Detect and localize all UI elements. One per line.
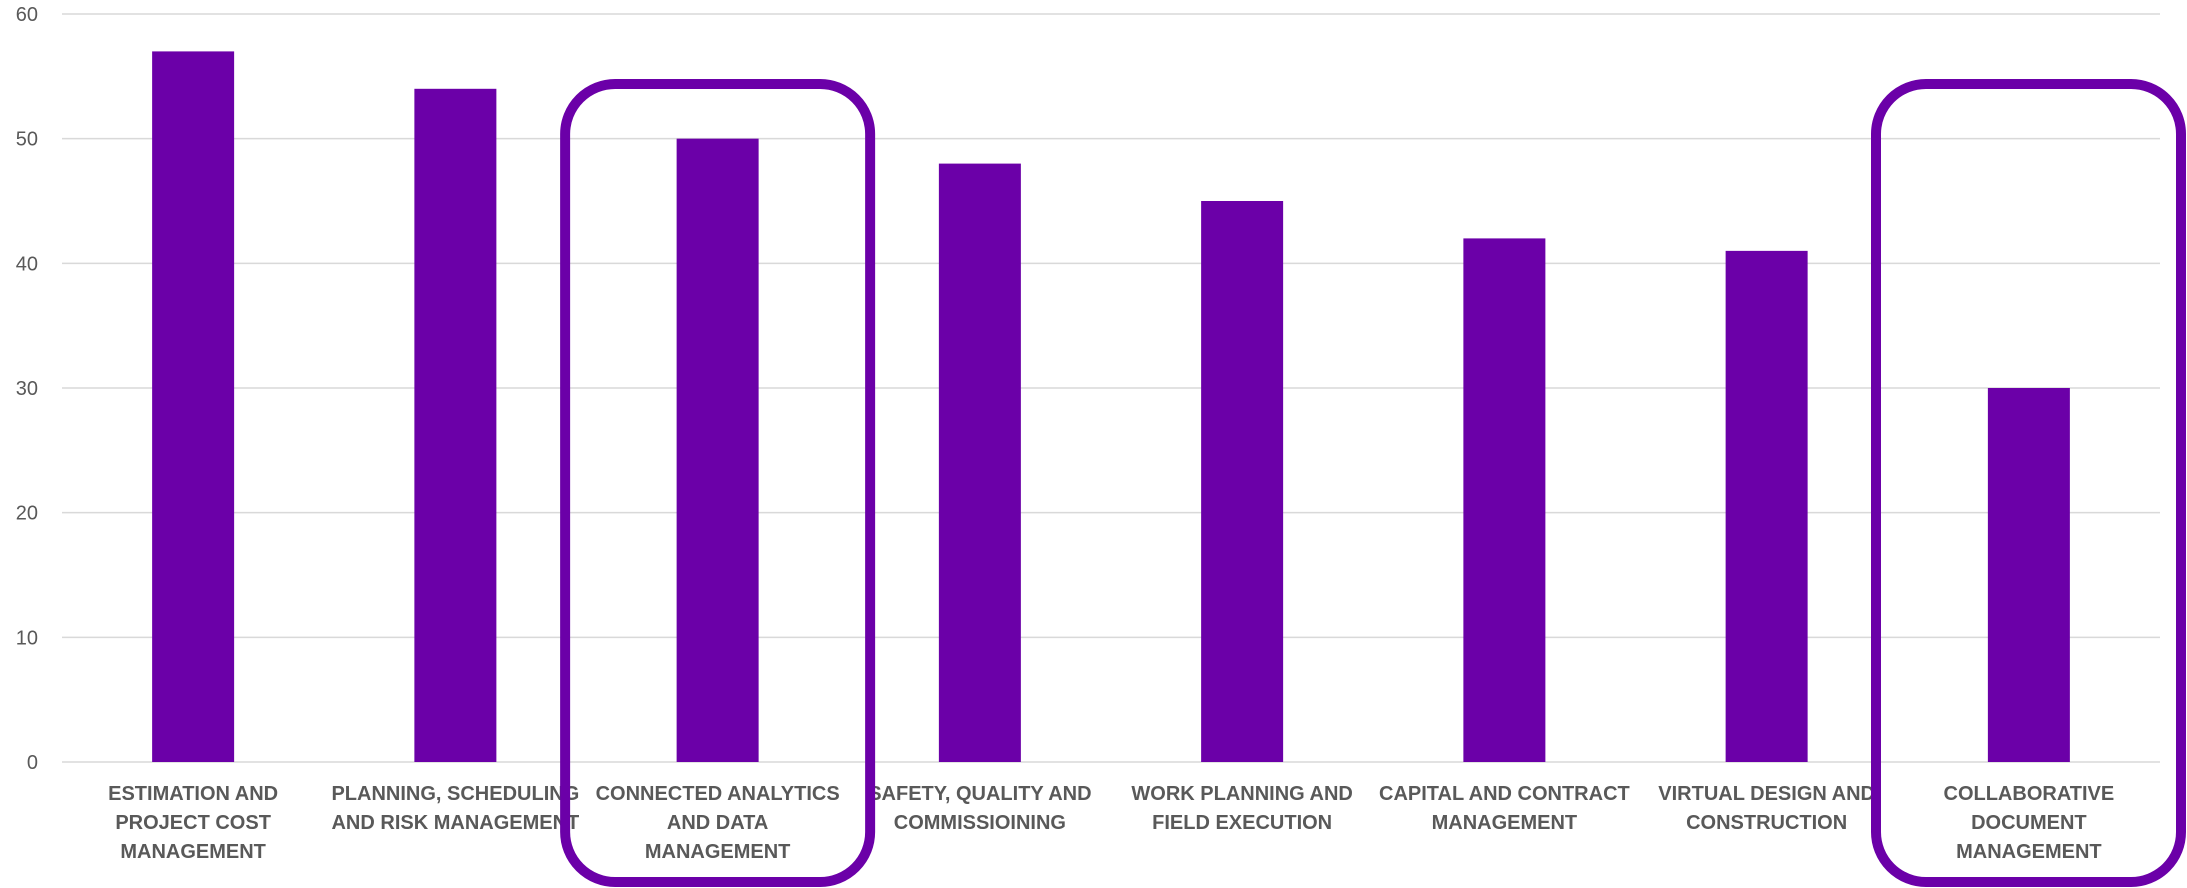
category-label-line: FIELD EXECUTION	[1152, 812, 1332, 834]
category-label: COLLABORATIVE DOCUMENT MANAGEMENT	[1944, 783, 2115, 863]
bar-2	[414, 88, 497, 763]
category-label-line: PROJECT COST	[115, 812, 271, 834]
category-label-line: DOCUMENT	[1971, 812, 2087, 834]
category-label: ESTIMATION AND PROJECT COST MANAGEMENT	[108, 783, 278, 863]
bars	[152, 51, 2070, 763]
bar-7	[1725, 250, 1808, 762]
category-label-line: WORK PLANNING AND	[1131, 783, 1352, 805]
category-label: CAPITAL AND CONTRACT MANAGEMENT	[1379, 783, 1630, 834]
category-label-line: MANAGEMENT	[1956, 841, 2102, 863]
highlight-box	[560, 79, 876, 887]
category-label-line: AND DATA	[667, 812, 768, 834]
y-tick-label: 30	[16, 378, 38, 400]
x-axis-category-labels: ESTIMATION AND PROJECT COST MANAGEMENT PLAN…	[108, 783, 2114, 863]
bar-4	[938, 163, 1021, 763]
category-label-line: SAFETY, QUALITY AND	[868, 783, 1091, 805]
category-label-line: AND RISK MANAGEMENT	[331, 812, 579, 834]
highlight-boxes	[560, 79, 2186, 887]
y-tick-label: 20	[16, 503, 38, 525]
category-label-line: MANAGEMENT	[120, 841, 266, 863]
category-label: SAFETY, QUALITY AND COMMISSIOINING	[868, 783, 1091, 834]
bar-3	[676, 138, 759, 762]
category-label-line: MANAGEMENT	[645, 841, 791, 863]
y-tick-label: 50	[16, 129, 38, 151]
bar-1	[152, 51, 235, 762]
bar-8	[1987, 388, 2070, 762]
category-label-line: COMMISSIOINING	[894, 812, 1066, 834]
category-label: CONNECTED ANALYTICS AND DATA MANAGEMENT	[596, 783, 840, 863]
category-label-line: CAPITAL AND CONTRACT	[1379, 783, 1630, 805]
category-label-line: COLLABORATIVE	[1944, 783, 2115, 805]
category-label-line: PLANNING, SCHEDULING	[331, 783, 579, 805]
category-label-line: CONNECTED ANALYTICS	[596, 783, 840, 805]
y-tick-label: 40	[16, 253, 38, 275]
category-label: WORK PLANNING AND FIELD EXECUTION	[1131, 783, 1352, 834]
category-label: PLANNING, SCHEDULING AND RISK MANAGEMENT	[331, 783, 579, 834]
gridlines	[62, 13, 2160, 763]
category-label-line: MANAGEMENT	[1432, 812, 1578, 834]
bar-6	[1463, 238, 1546, 762]
category-label-line: ESTIMATION AND	[108, 783, 278, 805]
y-axis-tick-labels: 0 10 20 30 40 50 60	[16, 4, 38, 774]
y-tick-label: 0	[27, 752, 38, 774]
category-label: VIRTUAL DESIGN AND CONSTRUCTION	[1658, 783, 1875, 834]
category-label-line: VIRTUAL DESIGN AND	[1658, 783, 1875, 805]
category-label-line: CONSTRUCTION	[1686, 812, 1847, 834]
highlight-box	[1871, 79, 2186, 887]
y-tick-label: 10	[16, 627, 38, 649]
y-tick-label: 60	[16, 4, 38, 26]
bar-5	[1201, 201, 1284, 762]
